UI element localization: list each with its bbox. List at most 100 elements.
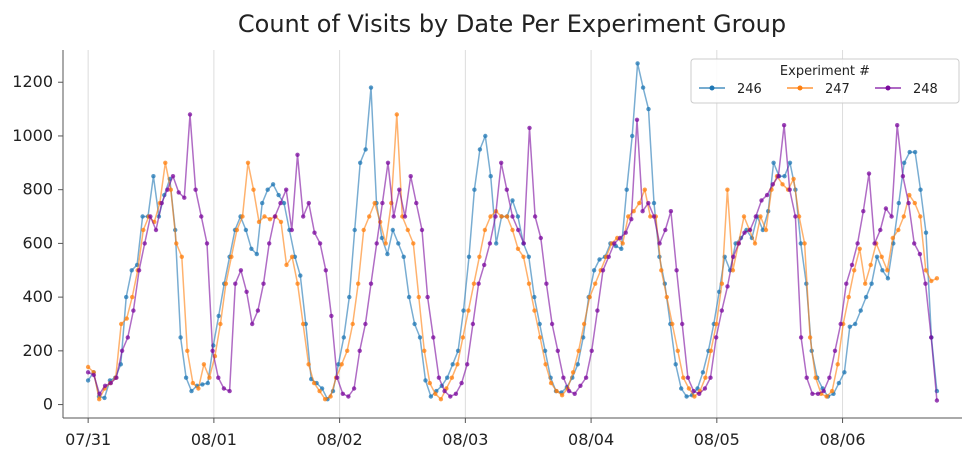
data-point xyxy=(640,85,646,90)
data-point xyxy=(714,321,719,327)
data-point xyxy=(617,235,623,241)
data-point xyxy=(872,241,877,246)
data-point xyxy=(555,348,560,353)
data-point xyxy=(885,276,891,281)
data-point xyxy=(289,227,294,233)
data-point xyxy=(276,192,281,198)
data-point xyxy=(907,149,912,155)
data-point xyxy=(883,206,889,211)
data-point xyxy=(804,375,809,380)
data-point xyxy=(589,348,594,353)
data-point xyxy=(929,278,934,284)
data-point xyxy=(782,174,787,179)
data-point xyxy=(339,362,344,367)
data-point xyxy=(934,276,940,281)
data-point xyxy=(835,362,840,367)
data-point xyxy=(322,397,328,402)
data-point xyxy=(477,147,483,152)
data-point xyxy=(306,200,311,206)
data-point xyxy=(244,289,249,294)
data-point xyxy=(504,187,509,192)
data-point xyxy=(408,174,413,179)
y-tick-label: 1200 xyxy=(12,72,53,91)
data-point xyxy=(240,214,245,219)
data-point xyxy=(554,388,559,394)
data-point xyxy=(824,394,829,399)
data-point xyxy=(394,112,399,117)
data-point xyxy=(730,268,736,273)
data-point xyxy=(251,187,256,192)
data-point xyxy=(140,214,145,219)
legend-marker xyxy=(885,85,891,91)
data-point xyxy=(414,200,419,206)
data-point xyxy=(895,123,900,128)
data-point xyxy=(385,251,390,257)
series-lines xyxy=(85,61,940,403)
data-point xyxy=(880,268,885,273)
data-point xyxy=(572,391,577,396)
data-point xyxy=(453,391,459,396)
data-point xyxy=(624,187,629,192)
data-point xyxy=(374,241,379,246)
data-point xyxy=(199,214,204,219)
data-point xyxy=(267,241,272,246)
data-point xyxy=(176,190,181,195)
data-point xyxy=(890,235,895,241)
data-point xyxy=(697,391,702,396)
data-point xyxy=(681,375,686,380)
data-point xyxy=(216,375,221,380)
data-point xyxy=(472,187,477,192)
data-point xyxy=(685,375,691,380)
legend-box xyxy=(690,58,960,104)
data-point xyxy=(295,152,300,157)
data-point xyxy=(85,370,91,375)
data-point xyxy=(861,209,866,214)
data-point xyxy=(412,321,417,327)
legend-item-247[interactable]: 247 xyxy=(787,82,850,97)
data-point xyxy=(691,388,696,394)
legend-label: 248 xyxy=(913,82,938,97)
data-point xyxy=(791,176,796,182)
data-point xyxy=(379,235,385,241)
data-point xyxy=(591,268,597,273)
data-point xyxy=(680,321,685,327)
data-point xyxy=(798,241,803,246)
data-point xyxy=(295,281,300,286)
data-point xyxy=(532,294,537,300)
data-point xyxy=(493,214,498,219)
data-point xyxy=(159,200,164,206)
legend-item-248[interactable]: 248 xyxy=(875,82,938,97)
data-point xyxy=(684,394,689,399)
data-point xyxy=(673,362,678,367)
data-point xyxy=(934,398,940,403)
data-point xyxy=(798,335,804,340)
data-point xyxy=(317,241,323,246)
data-point xyxy=(878,227,883,233)
data-point xyxy=(849,262,855,268)
data-point xyxy=(196,386,201,391)
data-point xyxy=(907,192,912,198)
data-point xyxy=(205,380,210,386)
data-point xyxy=(510,214,515,219)
data-point xyxy=(631,209,636,214)
data-point xyxy=(900,174,906,179)
data-point xyxy=(537,335,543,340)
data-point xyxy=(431,335,436,340)
legend[interactable]: Experiment # 246 247 248 xyxy=(690,58,960,104)
data-point xyxy=(438,397,444,402)
data-point xyxy=(776,174,781,179)
y-tick-label: 0 xyxy=(43,395,53,414)
data-point xyxy=(807,335,813,340)
data-point xyxy=(311,380,317,386)
legend-item-246[interactable]: 246 xyxy=(699,82,762,97)
data-point xyxy=(466,308,471,313)
data-point xyxy=(142,241,147,246)
data-point xyxy=(380,200,385,206)
gridlines xyxy=(87,50,844,418)
data-point xyxy=(838,321,843,327)
data-point xyxy=(675,348,680,353)
data-point xyxy=(810,391,815,396)
data-point xyxy=(752,241,758,246)
data-point xyxy=(193,187,198,192)
data-point xyxy=(401,254,406,259)
